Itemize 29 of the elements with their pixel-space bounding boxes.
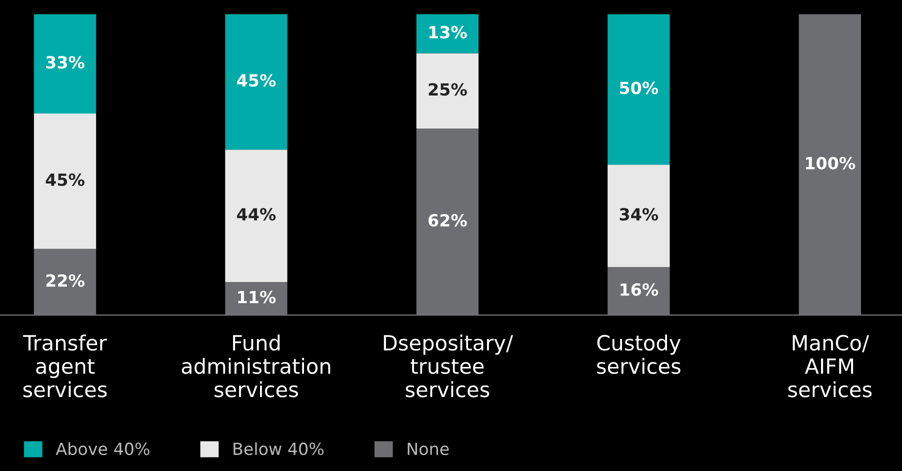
bar (608, 164, 670, 267)
bar (34, 14, 96, 114)
data-label: 100% (806, 156, 856, 170)
data-label: 25% (428, 83, 467, 96)
bar (225, 150, 288, 282)
x-tick-label: Fund administration services (182, 334, 330, 398)
data-label: 22% (46, 274, 84, 287)
x-tick-label: Dsepositary/ trustee services (384, 334, 514, 398)
x-tick-label: Custody services (597, 334, 681, 374)
data-label: 11% (238, 290, 276, 304)
bar (225, 14, 288, 150)
data-label: 45% (46, 173, 84, 186)
legend-label: Above 40% (56, 442, 150, 456)
data-label: 33% (46, 56, 84, 69)
x-tick-label: Transfer agent services (23, 334, 107, 398)
x-tick-label: ManCo/ AIFM services (788, 334, 872, 398)
bar (416, 14, 479, 54)
bar (34, 113, 96, 249)
data-label: 44% (237, 208, 276, 221)
data-label: 16% (620, 283, 658, 296)
legend-label: None (408, 442, 449, 456)
data-label: 45% (237, 74, 276, 87)
data-label: 13% (429, 26, 467, 39)
legend-label: Below 40% (234, 442, 324, 456)
data-label: 34% (620, 208, 658, 221)
data-label: 50% (620, 82, 658, 94)
bar (416, 53, 479, 128)
bar (608, 14, 670, 165)
data-label: 62% (428, 214, 467, 227)
